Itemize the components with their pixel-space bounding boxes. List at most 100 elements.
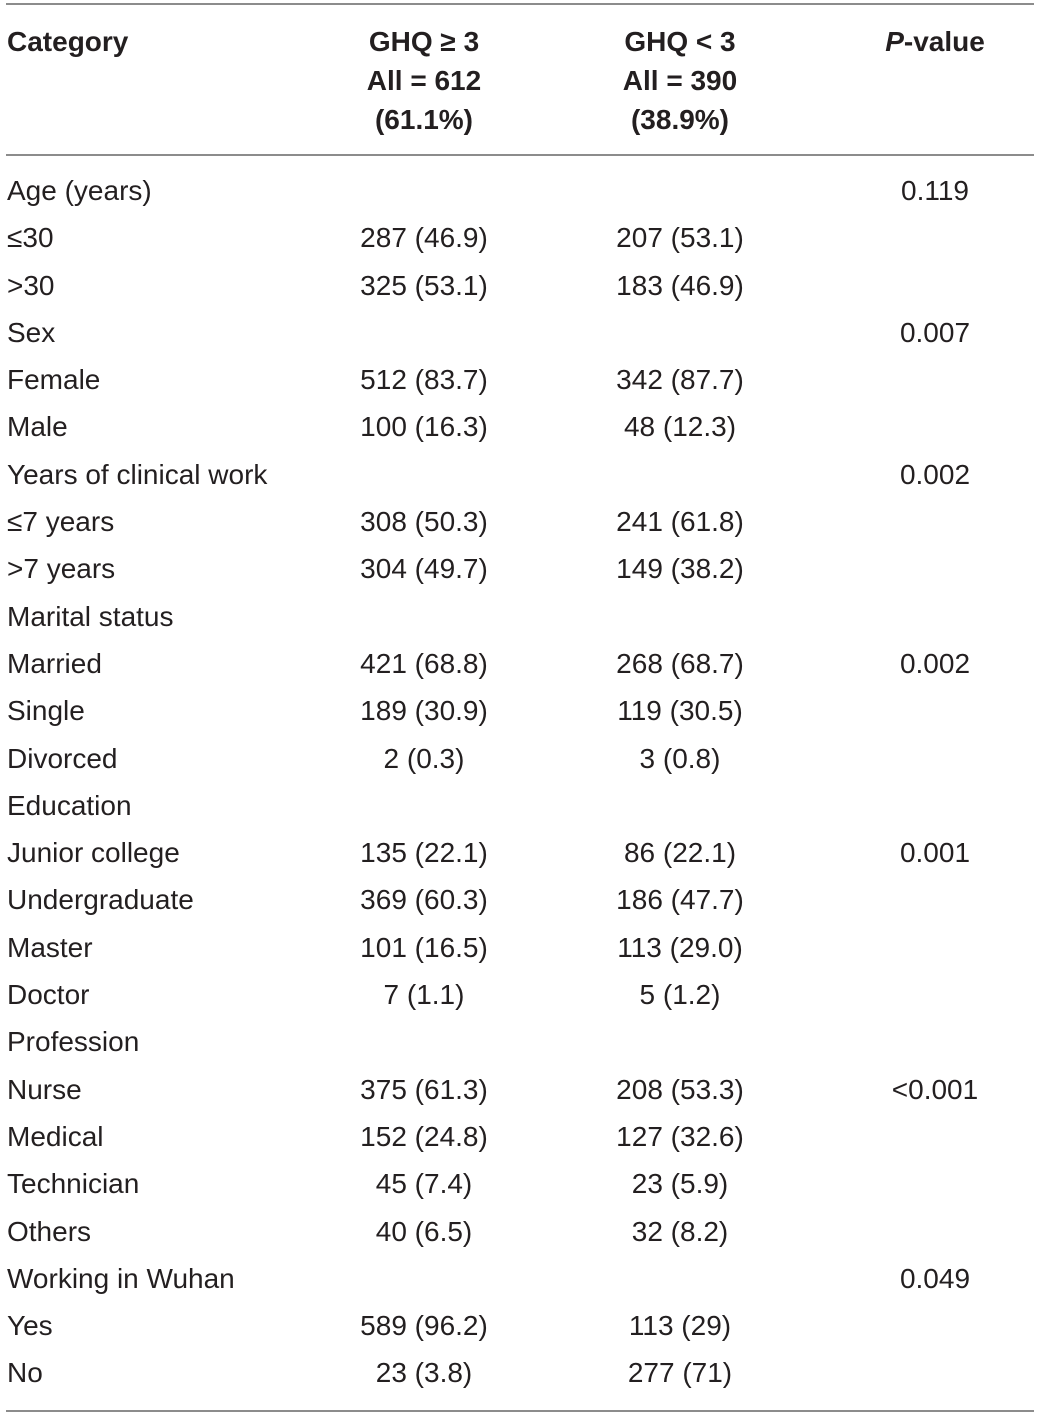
header-category-label: Category [7,26,129,57]
row-category-cell: ≤30 [7,222,54,254]
header-p-value: P-value [830,22,1040,61]
row-ghq-high-cell: 135 (22.1) [360,837,488,869]
row-category-cell: Education [7,789,132,821]
table-row: Married 421 (68.8) 268 (68.7) 0.002 [0,640,1040,687]
table-row: Doctor 7 (1.1) 5 (1.2) [0,971,1040,1018]
table-row: Yes 589 (96.2) 113 (29) [0,1302,1040,1349]
row-ghq-high-cell: 2 (0.3) [383,742,465,774]
row-ghq-high-cell: 304 (49.7) [360,553,488,585]
table-row: Years of clinical work 0.002 [0,451,1040,498]
header-ghq-high-line2: All = 612 [366,65,482,96]
header-ghq-high-line3: (61.1%) [374,104,474,135]
header-p-value-label: P-value [830,22,1040,61]
table-row: Nurse 375 (61.3) 208 (53.3) <0.001 [0,1066,1040,1113]
table-row: Education [0,782,1040,829]
row-category-cell: Marital status [7,600,174,632]
header-p-italic: P [885,26,904,57]
row-category-cell: Working in Wuhan [7,1262,235,1294]
row-ghq-low-cell: 277 (71) [627,1357,733,1389]
row-ghq-low-cell: 86 (22.1) [623,837,737,869]
row-ghq-low-cell: 119 (30.5) [617,695,743,727]
row-category-cell: Others [7,1215,92,1247]
row-ghq-low-cell: 3 (0.8) [639,742,721,774]
row-ghq-low-cell: 23 (5.9) [631,1168,729,1200]
header-bottom-rule [6,154,1034,156]
row-ghq-high-cell: 152 (24.8) [360,1120,488,1152]
row-p-value-cell: 0.119 [901,175,969,206]
header-ghq-low-line3: (38.9%) [630,104,730,135]
row-ghq-low-cell: 127 (32.6) [616,1120,744,1152]
row-ghq-low-cell: 5 (1.2) [639,979,721,1011]
row-category-cell: >7 years [7,553,116,585]
row-ghq-high-cell: 325 (53.1) [360,269,488,301]
row-ghq-high-cell: 7 (1.1) [383,979,465,1011]
row-category-cell: No [7,1357,43,1389]
row-ghq-low-cell: 207 (53.1) [616,222,744,254]
header-ghq-high: GHQ ≥ 3 All = 612 (61.1%) [294,22,554,139]
row-category-cell: Medical [7,1120,104,1152]
table-row: Profession [0,1018,1040,1065]
table-body: Age (years) 0.119 ≤30 287 (46.9) 207 (53.1) >… [0,167,1040,1397]
row-category-cell: ≤7 years [7,506,115,538]
row-ghq-low-cell: 149 (38.2) [616,553,744,585]
row-ghq-high-cell: 100 (16.3) [360,411,488,443]
table-row: No 23 (3.8) 277 (71) [0,1349,1040,1396]
row-category-cell: Junior college [7,837,180,869]
table-row: Marital status [0,593,1040,640]
row-p-value-cell: 0.049 [899,1262,971,1294]
row-category-cell: Yes [7,1310,53,1342]
row-category-cell: Male [7,411,68,443]
row-ghq-high-cell: 308 (50.3) [360,506,488,538]
row-ghq-high-cell: 45 (7.4) [375,1168,473,1200]
row-p-value-cell: 0.001 [899,837,971,869]
row-ghq-low-cell: 241 (61.8) [616,506,744,538]
row-ghq-low-cell: 186 (47.7) [616,884,744,916]
table-row: Sex 0.007 [0,309,1040,356]
header-ghq-low-line1: GHQ < 3 [624,26,736,57]
table-row: Male 100 (16.3) 48 (12.3) [0,403,1040,450]
header-ghq-low-line2: All = 390 [622,65,738,96]
table-row: Undergraduate 369 (60.3) 186 (47.7) [0,876,1040,923]
row-category-cell: Technician [7,1168,140,1200]
table-row: Single 189 (30.9) 119 (30.5) [0,687,1040,734]
table-top-rule [6,3,1034,5]
table-row: Age (years) 0.119 [0,167,1040,214]
table-row: >7 years 304 (49.7) 149 (38.2) [0,545,1040,592]
row-ghq-low-cell: 208 (53.3) [616,1073,744,1105]
table-row: Master 101 (16.5) 113 (29.0) [0,924,1040,971]
row-ghq-low-cell: 113 (29.0) [617,931,743,963]
header-p-rest: -value [903,26,985,57]
row-ghq-high-cell: 23 (3.8) [375,1357,473,1389]
row-ghq-low-cell: 48 (12.3) [623,411,737,443]
row-category-cell: Age (years) [7,175,152,206]
row-category-cell: Undergraduate [7,884,194,916]
row-p-value-cell: 0.007 [899,316,971,348]
row-ghq-high-cell: 189 (30.9) [360,695,488,727]
row-ghq-low-cell: 342 (87.7) [616,364,744,396]
header-ghq-low: GHQ < 3 All = 390 (38.9%) [550,22,810,139]
row-ghq-low-cell: 113 (29) [628,1310,732,1342]
table-bottom-rule [6,1410,1034,1412]
row-ghq-high-cell: 421 (68.8) [360,647,488,679]
row-p-value-cell: 0.002 [899,647,971,679]
row-category-cell: Single [7,695,85,727]
row-category-cell: Doctor [7,979,90,1011]
table-row: Others 40 (6.5) 32 (8.2) [0,1208,1040,1255]
row-p-value-cell: <0.001 [891,1073,979,1105]
table-row: Junior college 135 (22.1) 86 (22.1) 0.001 [0,829,1040,876]
row-category-cell: >30 [7,269,55,301]
row-category-cell: Divorced [7,742,118,774]
table-row: ≤30 287 (46.9) 207 (53.1) [0,214,1040,261]
table-row: Female 512 (83.7) 342 (87.7) [0,356,1040,403]
row-category-cell: Profession [7,1026,140,1058]
row-category-cell: Sex [7,316,56,348]
row-ghq-high-cell: 512 (83.7) [360,364,488,396]
row-ghq-low-cell: 268 (68.7) [616,647,744,679]
row-category-cell: Master [7,931,93,963]
row-category-cell: Female [7,364,101,396]
row-ghq-low-cell: 32 (8.2) [631,1215,729,1247]
row-ghq-high-cell: 40 (6.5) [375,1215,473,1247]
row-p-value-cell: 0.002 [899,458,971,490]
table-row: Medical 152 (24.8) 127 (32.6) [0,1113,1040,1160]
header-category: Category [7,22,128,61]
